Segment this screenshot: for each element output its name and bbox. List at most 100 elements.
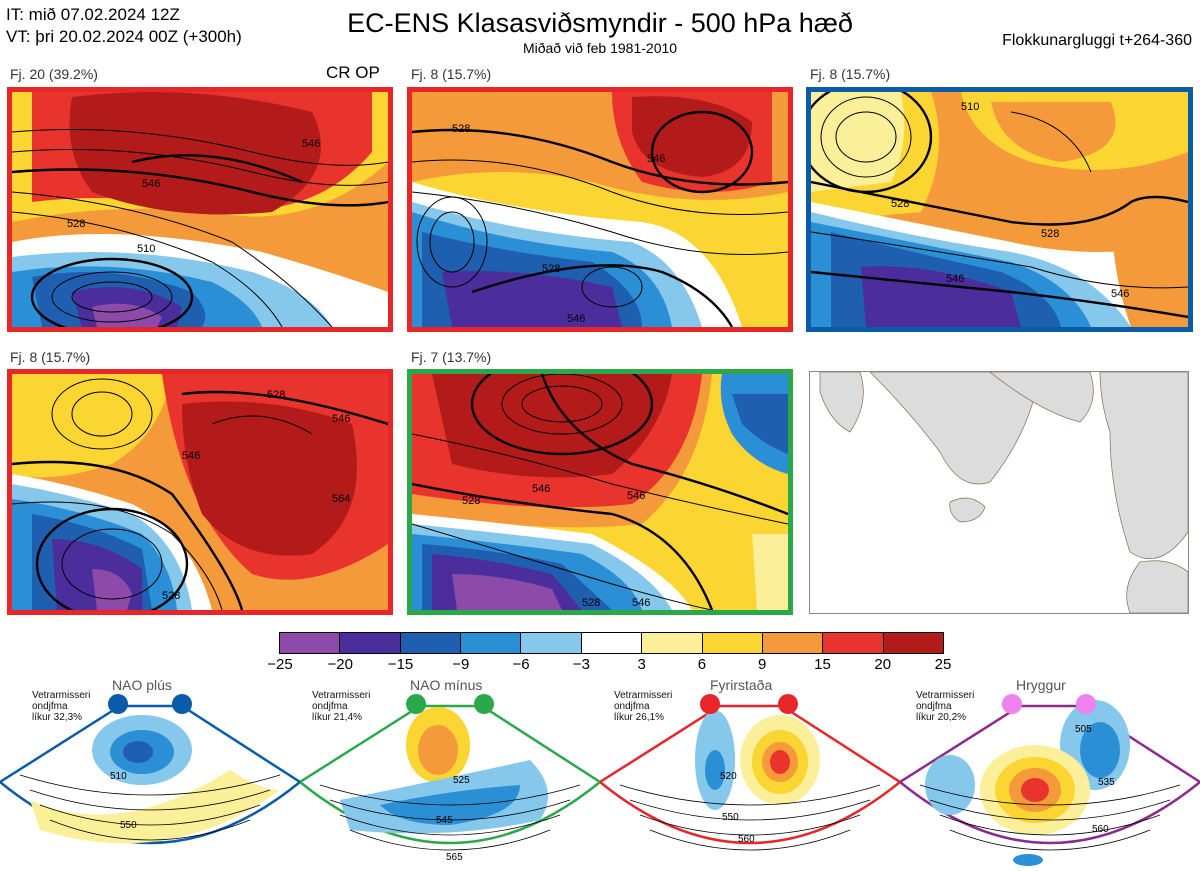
contour-label: 546 [182, 450, 200, 462]
regime-months: ondjfma [312, 701, 348, 712]
regime-title: NAO plús [112, 677, 172, 693]
colorbar-segment [883, 633, 943, 653]
panel-5-label: Fj. 7 (13.7%) [411, 349, 492, 365]
contour-label: 528 [267, 389, 285, 401]
colorbar-segment [521, 633, 582, 653]
contour-label: 520 [720, 771, 737, 782]
regime-nao-minus: Vetrarmisseri ondjfma líkur 21,4% NAO mí… [300, 676, 600, 871]
regime-ridge-text: Vetrarmisseri ondjfma líkur 20,2% [916, 690, 974, 723]
regime-season: Vetrarmisseri [614, 690, 673, 701]
colorbar-segment [340, 633, 401, 653]
contour-label: 546 [1111, 288, 1129, 300]
colorbar-tick-label: 15 [814, 656, 831, 673]
colorbar-segment [280, 633, 341, 653]
contour-label: 528 [462, 495, 480, 507]
panel-1-label: Fj. 20 (39.2%) [10, 66, 98, 82]
colorbar-segment [642, 633, 703, 653]
colorbar-segment [581, 633, 643, 653]
contour-label: 546 [142, 178, 160, 190]
page-title: EC-ENS Klasasviðsmyndir - 500 hPa hæð [347, 8, 853, 38]
regime-probability: líkur 20,2% [916, 712, 967, 723]
contour-label: 528 [162, 590, 180, 602]
colorbar-tick-label: −25 [267, 656, 293, 673]
contour-label: 546 [532, 483, 550, 495]
regime-row: Vetrarmisseri ondjfma líkur 32,3% NAO pl… [0, 676, 1200, 871]
colorbar-tick-label: 3 [637, 656, 646, 673]
regime-probability: líkur 21,4% [312, 712, 363, 723]
regime-title: Fyrirstaða [710, 677, 773, 693]
empty-map-panel [809, 371, 1189, 614]
regime-title: Hryggur [1016, 677, 1066, 693]
contour-label: 528 [891, 198, 909, 210]
panel-2-label: Fj. 8 (15.7%) [411, 66, 492, 82]
contour-label: 550 [120, 820, 137, 831]
valid-time: VT: þri 20.02.2024 00Z (+300h) [6, 27, 242, 46]
contour-label: 546 [627, 490, 645, 502]
colorbar-segment [461, 633, 522, 653]
regime-title: NAO mínus [410, 677, 483, 693]
panel-1-crop-label: CR OP [326, 63, 380, 82]
regime-months: ondjfma [32, 701, 68, 712]
colorbar-tick-label: −3 [572, 656, 590, 673]
colorbar-tick-label: −6 [512, 656, 530, 673]
colorbar-tick-label: −15 [387, 656, 414, 673]
colorbar-tick-label: −20 [327, 656, 353, 673]
init-time: IT: mið 07.02.2024 12Z [6, 5, 180, 24]
colorbar-tick-label: 20 [874, 656, 892, 673]
contour-label: 546 [647, 153, 665, 165]
cluster-map-3: 510 528 528 546 546 [806, 87, 1193, 332]
classification-window: Flokkunargluggi t+264-360 [1002, 32, 1192, 49]
contour-label: 525 [453, 775, 470, 786]
regime-nao-minus-text: Vetrarmisseri ondjfma líkur 21,4% [312, 690, 370, 723]
regime-months: ondjfma [916, 701, 952, 712]
regime-season: Vetrarmisseri [916, 690, 975, 701]
regime-blocking: Vetrarmisseri ondjfma líkur 26,1% Fyrirs… [600, 676, 900, 871]
colorbar-segment [823, 633, 884, 653]
contour-label: 546 [332, 413, 350, 425]
colorbar-tick-label: 25 [934, 656, 952, 673]
contour-label: 528 [67, 218, 85, 230]
colorbar-segment [400, 633, 462, 653]
colorbar-tick-label: 9 [758, 656, 767, 673]
regime-months: ondjfma [614, 701, 650, 712]
contour-label: 528 [452, 123, 470, 135]
regime-nao-plus-text: Vetrarmisseri ondjfma líkur 32,3% [32, 690, 90, 723]
contour-label: 545 [436, 815, 453, 826]
header-info: IT: mið 07.02.2024 12Z VT: þri 20.02.202… [6, 4, 242, 48]
cluster-map-5: 528 546 546 528 546 [407, 369, 793, 615]
cluster-map-1: 546 546 528 510 [7, 87, 393, 332]
contour-label: 510 [961, 101, 979, 113]
cluster-map-2: 528 546 528 546 [407, 87, 793, 332]
colorbar-segment [702, 633, 763, 653]
contour-label: 510 [137, 243, 155, 255]
contour-label: 505 [1075, 724, 1092, 735]
contour-label: 546 [567, 313, 585, 325]
page-subtitle: Miðað við feb 1981-2010 [522, 40, 678, 56]
contour-label: 550 [722, 812, 739, 823]
colorbar-tick-label: 6 [697, 656, 707, 673]
regime-ridge: Vetrarmisseri ondjfma líkur 20,2% Hryggu… [900, 676, 1200, 871]
regime-season: Vetrarmisseri [312, 690, 371, 701]
contour-label: 564 [332, 493, 350, 505]
contour-label: 528 [582, 597, 600, 609]
panel-4-label: Fj. 8 (15.7%) [10, 349, 91, 365]
regime-probability: líkur 32,3% [32, 712, 83, 723]
contour-label: 546 [632, 597, 650, 609]
contour-label: 510 [110, 771, 127, 782]
regime-season: Vetrarmisseri [32, 690, 91, 701]
contour-label: 565 [446, 852, 463, 863]
contour-label: 560 [738, 834, 755, 845]
contour-label: 528 [542, 263, 560, 275]
colorbar-segment [762, 633, 824, 653]
regime-nao-plus: Vetrarmisseri ondjfma líkur 32,3% NAO pl… [0, 676, 300, 871]
cluster-map-4: 528 546 546 564 528 [7, 369, 393, 615]
contour-label: 528 [1041, 228, 1059, 240]
colorbar-tick-label: −9 [452, 656, 470, 673]
contour-label: 535 [1098, 777, 1115, 788]
panel-3-label: Fj. 8 (15.7%) [810, 66, 891, 82]
contour-label: 546 [302, 138, 320, 150]
contour-label: 546 [946, 273, 964, 285]
contour-label: 560 [1092, 824, 1109, 835]
regime-blocking-text: Vetrarmisseri ondjfma líkur 26,1% [614, 690, 672, 723]
colorbar [279, 632, 944, 654]
